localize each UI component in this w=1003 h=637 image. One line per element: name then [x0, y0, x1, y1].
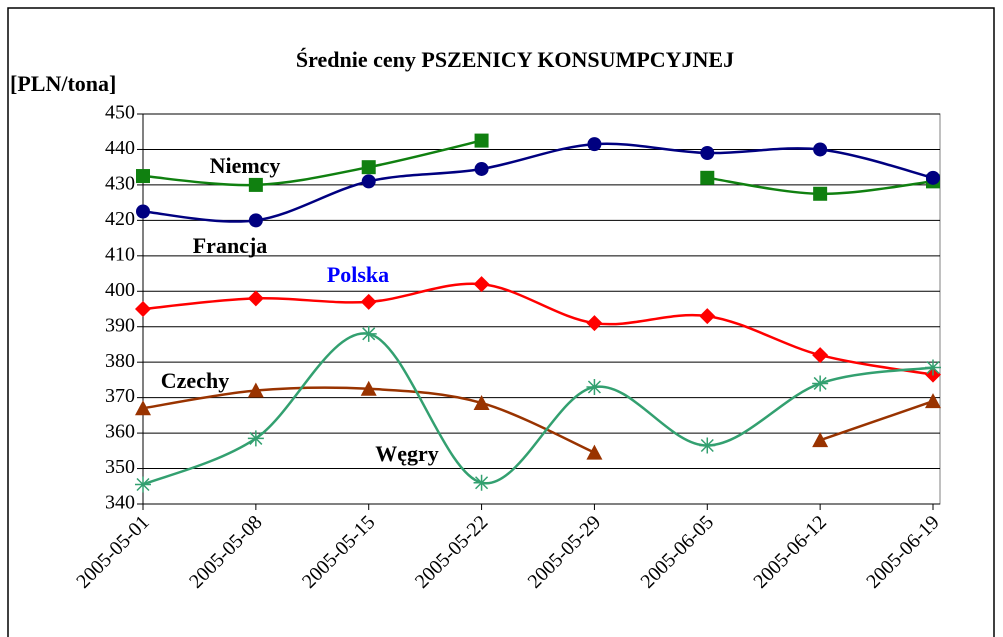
marker — [135, 476, 151, 493]
y-tick-label: 390 — [105, 314, 135, 336]
marker — [247, 430, 264, 447]
marker — [247, 290, 264, 307]
marker — [700, 170, 715, 185]
marker — [813, 186, 828, 201]
marker — [474, 161, 489, 176]
marker — [473, 276, 490, 293]
marker — [587, 137, 602, 152]
chart-title: Średnie ceny PSZENICY KONSUMPCYJNEJ — [296, 47, 734, 72]
marker — [248, 177, 263, 192]
marker — [135, 400, 151, 416]
marker — [361, 174, 376, 189]
y-tick-label: 360 — [105, 421, 135, 443]
series-line — [142, 142, 934, 223]
series-label: Czechy — [161, 368, 229, 393]
marker — [360, 380, 377, 396]
marker — [360, 293, 377, 310]
marker — [474, 133, 489, 148]
marker — [247, 382, 264, 398]
marker — [812, 375, 829, 392]
series-line — [819, 400, 934, 442]
marker — [699, 308, 716, 325]
series-label: Francja — [193, 233, 268, 258]
plot-area — [142, 113, 941, 505]
y-tick-label: 370 — [105, 385, 135, 407]
marker — [360, 325, 377, 342]
marker — [812, 432, 829, 448]
marker — [361, 160, 376, 175]
marker — [248, 213, 263, 228]
y-tick-label: 440 — [105, 137, 135, 159]
marker — [812, 347, 829, 364]
series-label: Węgry — [375, 441, 439, 466]
marker — [135, 301, 151, 317]
y-axis-label: [PLN/tona] — [10, 71, 116, 96]
marker — [925, 359, 941, 376]
marker — [586, 379, 603, 395]
marker — [586, 315, 603, 332]
y-tick-label: 380 — [105, 350, 135, 372]
series-label: Niemcy — [210, 153, 281, 178]
marker — [136, 204, 150, 219]
marker — [136, 169, 150, 184]
y-tick-label: 350 — [105, 456, 135, 478]
marker — [586, 444, 603, 460]
y-tick-label: 400 — [105, 279, 135, 301]
series-label: Polska — [327, 262, 389, 287]
y-tick-label: 420 — [105, 208, 135, 230]
y-tick-label: 430 — [105, 173, 135, 195]
marker — [473, 394, 490, 410]
marker — [925, 393, 941, 409]
marker — [473, 474, 490, 491]
series-line — [142, 282, 934, 376]
series-line — [142, 139, 482, 187]
marker — [699, 437, 716, 454]
y-tick-label: 450 — [105, 102, 135, 124]
y-tick-label: 410 — [105, 243, 135, 265]
y-tick-label: 340 — [105, 492, 135, 514]
marker — [926, 170, 940, 185]
series-line — [142, 332, 934, 486]
marker — [700, 146, 715, 160]
marker — [813, 142, 828, 157]
